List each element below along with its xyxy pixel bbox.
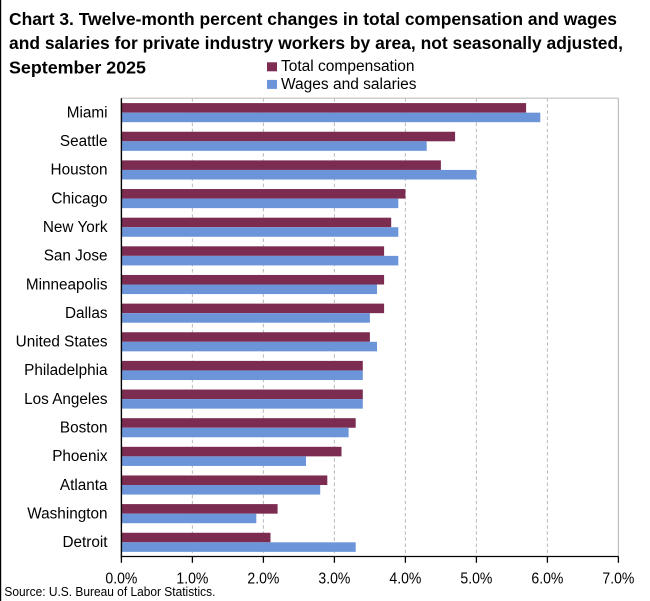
svg-text:Dallas: Dallas xyxy=(65,305,108,322)
svg-text:6.0%: 6.0% xyxy=(531,571,563,588)
svg-text:Phoenix: Phoenix xyxy=(52,448,108,465)
svg-text:4.0%: 4.0% xyxy=(389,571,421,588)
svg-text:San Jose: San Jose xyxy=(44,248,108,265)
svg-text:and salaries for private indus: and salaries for private industry worker… xyxy=(9,33,623,53)
svg-text:2.0%: 2.0% xyxy=(247,571,279,588)
svg-text:Chicago: Chicago xyxy=(51,190,107,207)
svg-text:Houston: Houston xyxy=(51,162,108,179)
svg-text:Boston: Boston xyxy=(60,420,108,437)
svg-text:3.0%: 3.0% xyxy=(318,571,350,588)
svg-text:Washington: Washington xyxy=(27,505,107,522)
svg-text:Miami: Miami xyxy=(67,104,108,121)
svg-text:7.0%: 7.0% xyxy=(602,571,634,588)
svg-text:Los Angeles: Los Angeles xyxy=(24,391,108,408)
svg-text:Chart 3. Twelve-month percent: Chart 3. Twelve-month percent changes in… xyxy=(9,9,617,29)
svg-text:Source: U.S. Bureau of Labor S: Source: U.S. Bureau of Labor Statistics. xyxy=(4,585,215,599)
svg-text:Detroit: Detroit xyxy=(62,534,108,551)
svg-text:Total compensation: Total compensation xyxy=(281,58,415,75)
svg-text:September 2025: September 2025 xyxy=(9,58,146,78)
svg-text:Minneapolis: Minneapolis xyxy=(26,276,108,293)
svg-text:Seattle: Seattle xyxy=(60,133,108,150)
svg-text:1.0%: 1.0% xyxy=(176,571,208,588)
svg-text:Wages and salaries: Wages and salaries xyxy=(281,76,417,93)
svg-text:0.0%: 0.0% xyxy=(105,571,137,588)
svg-text:Atlanta: Atlanta xyxy=(60,477,108,494)
svg-text:Philadelphia: Philadelphia xyxy=(24,362,108,379)
svg-text:New York: New York xyxy=(43,219,108,236)
svg-text:United States: United States xyxy=(16,334,108,351)
svg-text:5.0%: 5.0% xyxy=(460,571,492,588)
